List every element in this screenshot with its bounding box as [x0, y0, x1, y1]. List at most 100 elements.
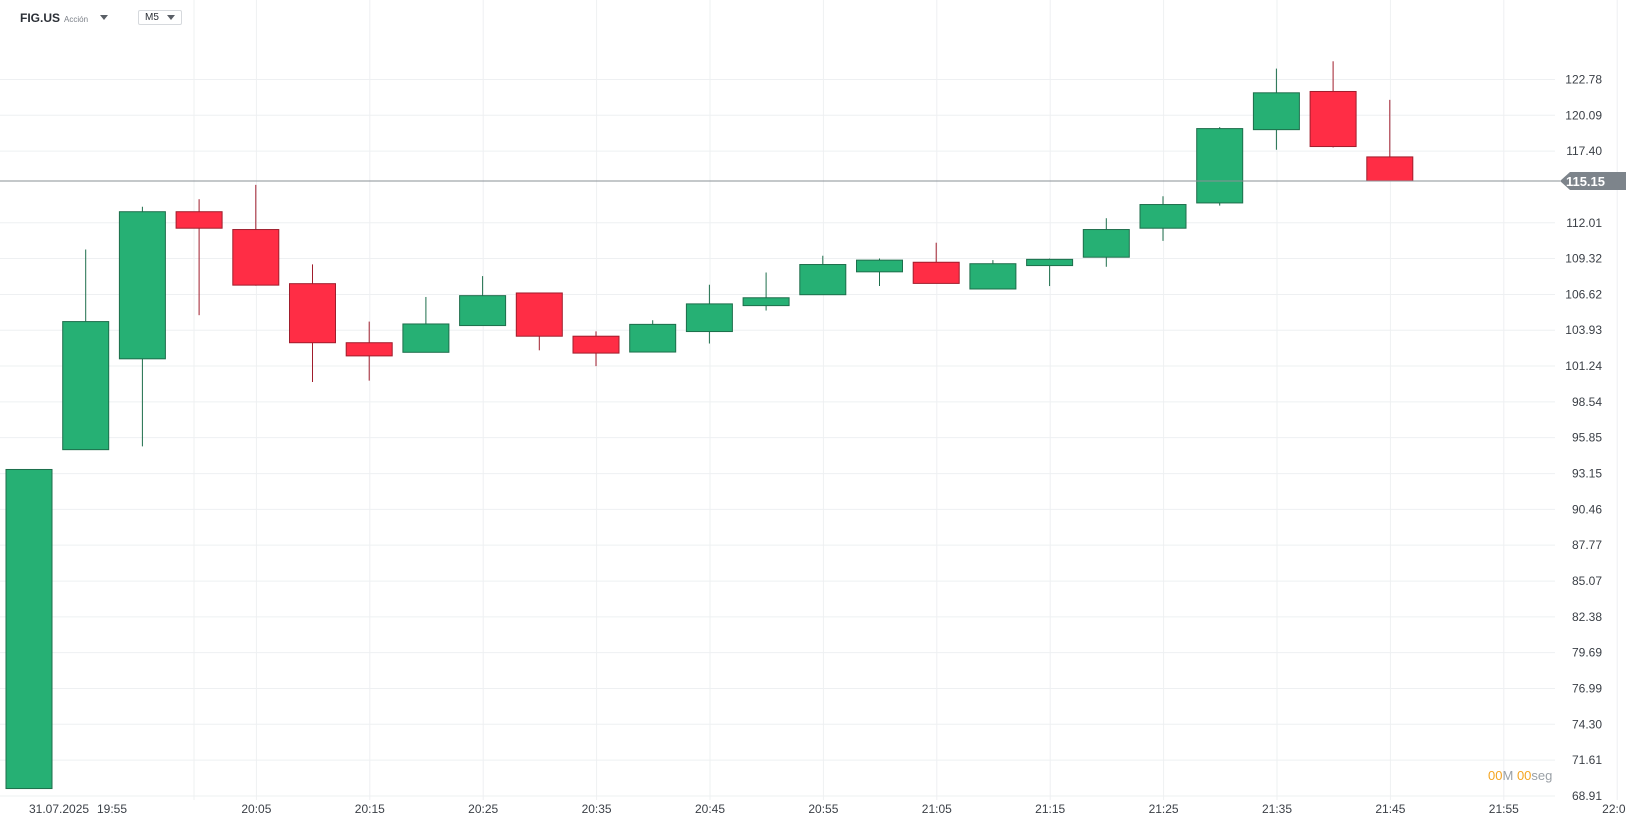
y-tick-label: 71.61 — [1572, 753, 1602, 767]
candle-bullish — [1196, 127, 1244, 206]
countdown-seconds: 00 — [1516, 768, 1532, 783]
y-tick-label: 79.69 — [1572, 646, 1602, 660]
asset-type-label: Acción — [64, 15, 89, 24]
x-axis: 31.07.2025 19:55 20:05 20:15 20:25 20:35 20:45… — [29, 802, 1626, 816]
candle-body — [62, 321, 110, 451]
y-tick-label: 106.62 — [1565, 287, 1602, 301]
y-tick-label: 122.78 — [1565, 73, 1602, 87]
candles — [5, 61, 1414, 790]
y-tick-label: 85.07 — [1572, 574, 1602, 588]
y-tick-label: 87.77 — [1572, 538, 1602, 552]
candle-body — [459, 295, 507, 327]
candle-body — [1252, 92, 1300, 131]
candle-bearish — [232, 184, 280, 286]
countdown-minutes-unit: M — [1502, 768, 1514, 783]
x-tick-label: 31.07.2025 — [29, 802, 89, 816]
x-tick-label: 21:35 — [1262, 802, 1292, 816]
candle-body — [1309, 90, 1357, 148]
symbol-name: FIG.US — [20, 11, 61, 25]
timeframe-value: M5 — [145, 12, 159, 23]
candle-bullish — [629, 320, 677, 353]
y-tick-label: 120.09 — [1565, 108, 1602, 122]
candle-bullish — [685, 284, 733, 344]
symbol-selector[interactable]: FIG.US Acción — [20, 11, 109, 25]
x-tick-label: 21:15 — [1035, 802, 1065, 816]
candle-body — [1139, 204, 1187, 229]
countdown-seconds-unit: seg — [1531, 768, 1553, 783]
candle-body — [345, 342, 393, 357]
chevron-down-icon — [167, 15, 175, 20]
candle-bearish — [1309, 61, 1357, 148]
candle-body — [629, 323, 677, 353]
candle-body — [1026, 258, 1074, 267]
candle-bullish — [5, 468, 53, 790]
candle-body — [912, 261, 960, 284]
candle-body — [175, 211, 223, 229]
y-tick-label: 82.38 — [1572, 610, 1602, 624]
candle-body — [742, 297, 790, 307]
x-tick-label: 20:55 — [808, 802, 838, 816]
candle-bearish — [1366, 99, 1414, 182]
candle-body — [402, 323, 450, 353]
x-tick-label: 20:05 — [241, 802, 271, 816]
y-tick-label: 74.30 — [1572, 717, 1602, 731]
y-tick-label: 95.85 — [1572, 431, 1602, 445]
candle-bullish — [1139, 196, 1187, 241]
chart-grid — [0, 0, 1618, 800]
candle-body — [5, 468, 53, 790]
y-tick-label: 101.24 — [1565, 359, 1602, 373]
chart-toolbar: FIG.US Acción M5 — [0, 0, 1626, 34]
x-tick-label: 19:55 — [97, 802, 127, 816]
x-tick-label: 22:05 — [1602, 802, 1626, 816]
candle-body — [289, 283, 336, 344]
x-tick-label: 21:45 — [1375, 802, 1405, 816]
y-tick-label: 117.40 — [1566, 144, 1602, 158]
candle-bearish — [289, 264, 336, 382]
candle-bullish — [1082, 218, 1130, 267]
y-axis: 122.78 120.09 117.40 112.01 109.32 106.62 103.… — [1565, 73, 1602, 803]
x-tick-label: 21:05 — [922, 802, 952, 816]
x-tick-label: 21:55 — [1489, 802, 1519, 816]
timeframe-select[interactable]: M5 — [138, 10, 182, 25]
candle-body — [232, 229, 280, 286]
y-tick-label: 112.01 — [1566, 216, 1602, 230]
y-tick-label: 109.32 — [1565, 252, 1602, 266]
candle-bullish — [742, 272, 790, 311]
candle-bullish — [459, 276, 507, 327]
candle-body — [685, 303, 733, 333]
current-price-label: 115.15 — [1566, 174, 1605, 189]
y-tick-label: 90.46 — [1572, 502, 1602, 516]
x-tick-label: 20:15 — [355, 802, 385, 816]
x-tick-label: 21:25 — [1149, 802, 1179, 816]
candle-bullish — [799, 255, 847, 296]
candle-bearish — [515, 292, 563, 351]
candle-bearish — [912, 242, 960, 284]
candle-bullish — [1026, 258, 1074, 287]
candle-body — [799, 264, 847, 296]
candle-bearish — [345, 321, 393, 381]
current-price-marker: 115.15 — [0, 171, 1626, 190]
candle-bearish — [175, 199, 223, 316]
candle-bullish — [118, 206, 166, 447]
candle-body — [1196, 128, 1244, 204]
y-tick-label: 93.15 — [1572, 467, 1602, 481]
y-tick-label: 76.99 — [1572, 682, 1602, 696]
y-tick-label: 98.54 — [1572, 395, 1602, 409]
x-tick-label: 20:45 — [695, 802, 725, 816]
chevron-down-icon — [100, 15, 109, 20]
candle-bullish — [402, 296, 450, 353]
countdown-minutes: 00 — [1488, 768, 1503, 783]
current-price-tag — [1560, 171, 1626, 190]
candle-bullish — [856, 258, 903, 287]
candle-countdown: 00M 00seg — [1488, 768, 1552, 783]
candle-body — [969, 263, 1017, 290]
y-tick-label: 103.93 — [1565, 323, 1602, 337]
candle-body — [856, 259, 903, 273]
candle-bullish — [969, 260, 1017, 290]
x-tick-label: 20:25 — [468, 802, 498, 816]
candle-body — [515, 292, 563, 337]
candle-body — [1366, 156, 1414, 182]
candle-body — [572, 335, 620, 354]
candle-bullish — [62, 249, 110, 451]
